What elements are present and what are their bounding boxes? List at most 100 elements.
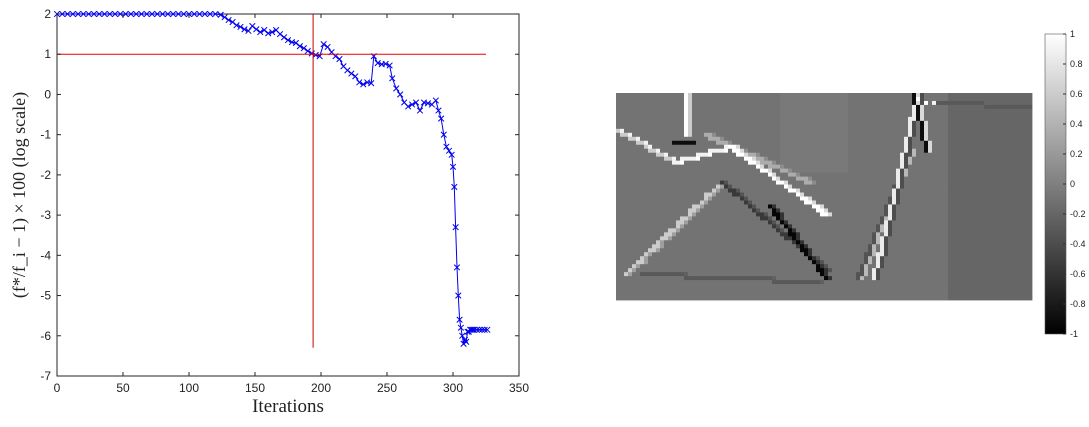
heatmap-cell [656, 120, 661, 126]
heatmap-cell [792, 104, 797, 110]
heatmap-cell [680, 124, 685, 130]
heatmap-cell [644, 240, 649, 245]
heatmap-cell [888, 156, 893, 162]
heatmap-cell [752, 140, 757, 146]
heatmap-cell [768, 208, 773, 213]
heatmap-cell [692, 260, 697, 265]
heatmap-cell [884, 220, 889, 225]
heatmap-cell [800, 176, 805, 181]
heatmap-cell [840, 172, 845, 177]
heatmap-cell [824, 200, 829, 205]
heatmap-cell [624, 144, 629, 150]
heatmap-cell [1008, 172, 1013, 177]
heatmap-cell [760, 136, 765, 142]
heatmap-cell [860, 124, 865, 130]
heatmap-cell [732, 128, 737, 134]
heatmap-cell [632, 164, 637, 170]
heatmap-cell [892, 268, 897, 273]
heatmap-cell [936, 212, 941, 217]
heatmap-cell [948, 140, 953, 146]
heatmap-cell [724, 156, 729, 162]
heatmap-cell [652, 248, 657, 253]
heatmap-cell [1000, 248, 1005, 253]
heatmap-cell [784, 132, 789, 138]
heatmap-cell [712, 132, 717, 138]
heatmap-cell [660, 272, 665, 277]
heatmap-cell [756, 116, 761, 122]
heatmap-cell [784, 212, 789, 217]
heatmap-cell [660, 176, 665, 181]
heatmap-cell [636, 208, 641, 213]
heatmap-cell [756, 152, 761, 158]
heatmap-cell [992, 208, 997, 213]
heatmap-cell [648, 112, 653, 118]
heatmap-cell [952, 224, 957, 229]
heatmap-cell [984, 212, 989, 217]
heatmap-cell [968, 164, 973, 170]
heatmap-cell [1020, 93, 1025, 98]
heatmap-cell [824, 248, 829, 253]
heatmap-cell [744, 224, 749, 229]
heatmap-cell [848, 172, 853, 177]
heatmap-cell [732, 168, 737, 174]
heatmap-cell [744, 220, 749, 225]
heatmap-cell [688, 216, 693, 221]
heatmap-cell [920, 268, 925, 273]
heatmap-cell [808, 148, 813, 154]
heatmap-cell [896, 212, 901, 217]
heatmap-cell [972, 148, 977, 154]
heatmap-cell [712, 220, 717, 225]
heatmap-cell [640, 184, 645, 189]
heatmap-cell [920, 264, 925, 269]
heatmap-cell [888, 104, 893, 110]
heatmap-cell [736, 96, 741, 102]
heatmap-cell [880, 104, 885, 110]
heatmap-cell [768, 96, 773, 102]
heatmap-cell [640, 164, 645, 170]
heatmap-cell [764, 136, 769, 142]
heatmap-cell [808, 272, 813, 277]
heatmap-cell [772, 216, 777, 221]
heatmap-cell [764, 112, 769, 118]
heatmap-cell [848, 248, 853, 253]
heatmap-cell [780, 244, 785, 249]
heatmap-cell [856, 196, 861, 201]
heatmap-cell [844, 156, 849, 162]
heatmap-cell [732, 200, 737, 205]
heatmap-cell [840, 120, 845, 126]
heatmap-cell [764, 204, 769, 209]
heatmap-cell [724, 104, 729, 110]
heatmap-cell [932, 128, 937, 134]
heatmap-cell [624, 104, 629, 110]
heatmap-cell [988, 188, 993, 193]
heatmap-cell [772, 172, 777, 177]
heatmap-cell [792, 112, 797, 118]
heatmap-cell [792, 152, 797, 158]
heatmap-cell [976, 236, 981, 241]
heatmap-cell [824, 188, 829, 193]
data-point [484, 326, 491, 333]
heatmap-cell [840, 244, 845, 249]
heatmap-cell [860, 200, 865, 205]
heatmap-cell [668, 204, 673, 209]
heatmap-cell [752, 276, 757, 281]
heatmap-cell [1012, 220, 1017, 225]
heatmap-cell [848, 176, 853, 181]
heatmap-cell [1016, 204, 1021, 209]
heatmap-cell [1004, 152, 1009, 158]
heatmap-cell [628, 164, 633, 170]
heatmap-cell [1004, 196, 1009, 201]
heatmap-cell [632, 260, 637, 265]
heatmap-cell [908, 100, 913, 106]
heatmap-cell [900, 188, 905, 193]
heatmap-cell [1024, 120, 1029, 126]
heatmap-cell [644, 152, 649, 158]
heatmap-cell [880, 212, 885, 217]
heatmap-cell [856, 172, 861, 177]
heatmap-cell [684, 200, 689, 205]
heatmap-cell [864, 172, 869, 177]
heatmap-cell [628, 100, 633, 106]
heatmap-cell [616, 240, 621, 245]
heatmap-cell [676, 104, 681, 110]
heatmap-cell [976, 244, 981, 249]
